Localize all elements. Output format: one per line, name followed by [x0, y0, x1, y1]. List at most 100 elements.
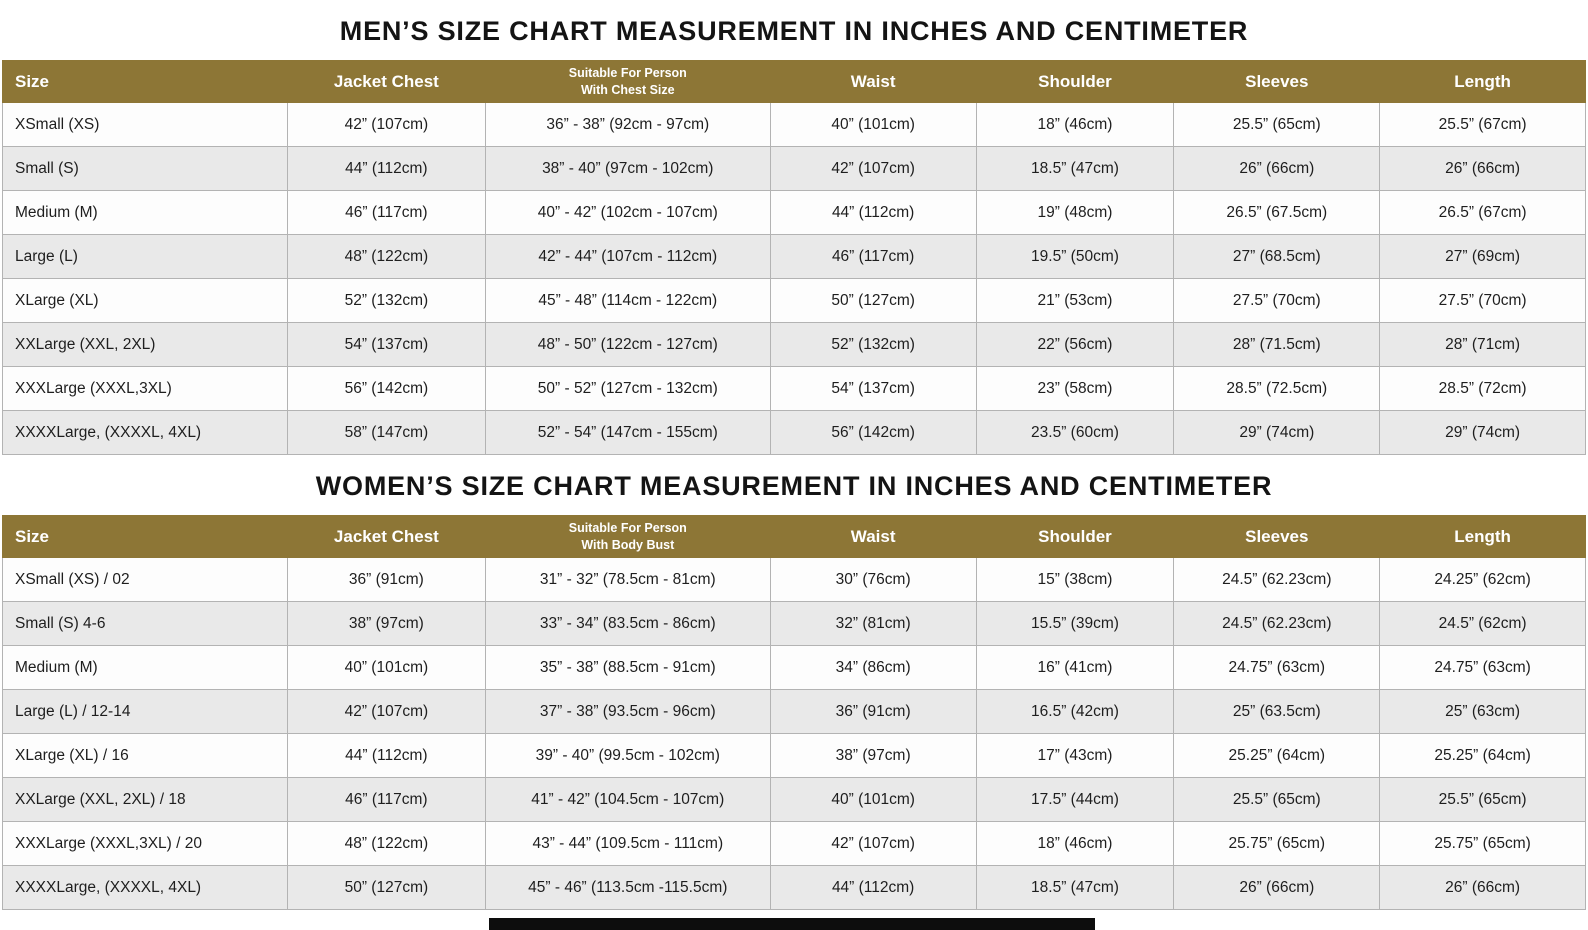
table-row: XXXLarge (XXXL,3XL) / 20 48” (122cm) 43” -… [2, 821, 1586, 866]
measurement-cell: 16” (41cm) [975, 645, 1175, 690]
measurement-cell: 25.5” (65cm) [1379, 777, 1586, 822]
measurement-cell: 28.5” (72.5cm) [1173, 366, 1381, 411]
table-row: XXLarge (XXL, 2XL) / 18 46” (117cm) 41” - … [2, 777, 1586, 822]
header-row: Size Jacket Chest Suitable For Person With… [2, 60, 1586, 103]
mens-table-header: Size Jacket Chest Suitable For Person With… [2, 60, 1586, 103]
measurement-cell: 25” (63.5cm) [1173, 689, 1381, 734]
measurement-cell: 23” (58cm) [975, 366, 1175, 411]
measurement-cell: 24.75” (63cm) [1173, 645, 1381, 690]
measurement-cell: 45” - 48” (114cm - 122cm) [484, 278, 771, 323]
column-header: Waist [769, 515, 977, 558]
measurement-cell: 44” (112cm) [769, 865, 977, 910]
womens-table-header: Size Jacket Chest Suitable For Person With… [2, 515, 1586, 558]
size-cell: Large (L) [2, 234, 288, 279]
measurement-cell: 40” - 42” (102cm - 107cm) [484, 190, 771, 235]
size-cell: XXXXLarge, (XXXXL, 4XL) [2, 410, 288, 455]
column-header: Sleeves [1173, 60, 1381, 103]
measurement-cell: 52” - 54” (147cm - 155cm) [484, 410, 771, 455]
measurement-cell: 46” (117cm) [286, 777, 486, 822]
measurement-cell: 24.25” (62cm) [1379, 557, 1586, 602]
measurement-cell: 50” (127cm) [286, 865, 486, 910]
column-header: Sleeves [1173, 515, 1381, 558]
size-cell: XLarge (XL) [2, 278, 288, 323]
measurement-cell: 42” (107cm) [769, 146, 977, 191]
mens-table-body: XSmall (XS) 42” (107cm) 36” - 38” (92cm - … [2, 102, 1586, 455]
measurement-cell: 44” (112cm) [769, 190, 977, 235]
column-header: Shoulder [975, 515, 1175, 558]
column-header: Shoulder [975, 60, 1175, 103]
measurement-cell: 26.5” (67.5cm) [1173, 190, 1381, 235]
table-row: Small (S) 4-6 38” (97cm) 33” - 34” (83.5cm… [2, 601, 1586, 646]
measurement-cell: 54” (137cm) [769, 366, 977, 411]
measurement-cell: 22” (56cm) [975, 322, 1175, 367]
table-row: XXXXLarge, (XXXXL, 4XL) 50” (127cm) 45” - … [2, 865, 1586, 910]
measurement-cell: 38” - 40” (97cm - 102cm) [484, 146, 771, 191]
measurement-cell: 36” - 38” (92cm - 97cm) [484, 102, 771, 147]
measurement-cell: 19” (48cm) [975, 190, 1175, 235]
measurement-cell: 54” (137cm) [286, 322, 486, 367]
table-row: Small (S) 44” (112cm) 38” - 40” (97cm - 10… [2, 146, 1586, 191]
womens-size-chart-section: WOMEN’S SIZE CHART MEASUREMENT IN INCHES… [0, 455, 1588, 910]
column-header: Jacket Chest [286, 515, 486, 558]
measurement-cell: 34” (86cm) [769, 645, 977, 690]
size-cell: Small (S) 4-6 [2, 601, 288, 646]
column-header: Suitable For Person With Body Bust [484, 515, 771, 558]
measurement-cell: 28” (71cm) [1379, 322, 1586, 367]
measurement-cell: 19.5” (50cm) [975, 234, 1175, 279]
column-header: Waist [769, 60, 977, 103]
measurement-cell: 52” (132cm) [286, 278, 486, 323]
measurement-cell: 43” - 44” (109.5cm - 111cm) [484, 821, 771, 866]
measurement-cell: 17” (43cm) [975, 733, 1175, 778]
mens-size-table: Size Jacket Chest Suitable For Person With… [2, 60, 1586, 455]
size-cell: XXLarge (XXL, 2XL) [2, 322, 288, 367]
measurement-cell: 30” (76cm) [769, 557, 977, 602]
measurement-cell: 25.25” (64cm) [1379, 733, 1586, 778]
measurement-cell: 32” (81cm) [769, 601, 977, 646]
womens-chart-title: WOMEN’S SIZE CHART MEASUREMENT IN INCHES… [315, 471, 1273, 501]
column-header: Size [2, 515, 288, 558]
table-row: XSmall (XS) 42” (107cm) 36” - 38” (92cm - … [2, 102, 1586, 147]
measurement-cell: 18” (46cm) [975, 102, 1175, 147]
size-cell: Medium (M) [2, 190, 288, 235]
size-cell: XXXLarge (XXXL,3XL) / 20 [2, 821, 288, 866]
measurement-cell: 26” (66cm) [1379, 865, 1586, 910]
measurement-cell: 24.75” (63cm) [1379, 645, 1586, 690]
table-row: XLarge (XL) / 16 44” (112cm) 39” - 40” (99… [2, 733, 1586, 778]
measurement-cell: 24.5” (62cm) [1379, 601, 1586, 646]
measurement-cell: 25.5” (65cm) [1173, 102, 1381, 147]
measurement-cell: 42” (107cm) [286, 689, 486, 734]
table-row: Large (L) 48” (122cm) 42” - 44” (107cm - 1… [2, 234, 1586, 279]
mens-size-chart-section: MEN’S SIZE CHART MEASUREMENT IN INCHES A… [0, 0, 1588, 455]
measurement-cell: 40” (101cm) [286, 645, 486, 690]
measurement-cell: 48” (122cm) [286, 821, 486, 866]
measurement-cell: 29” (74cm) [1173, 410, 1381, 455]
mens-chart-title: MEN’S SIZE CHART MEASUREMENT IN INCHES A… [339, 16, 1249, 46]
measurement-cell: 50” - 52” (127cm - 132cm) [484, 366, 771, 411]
size-cell: Large (L) / 12-14 [2, 689, 288, 734]
measurement-cell: 40” (101cm) [769, 777, 977, 822]
size-cell: Medium (M) [2, 645, 288, 690]
bottom-bar [489, 918, 1095, 930]
measurement-cell: 18.5” (47cm) [975, 146, 1175, 191]
table-row: Large (L) / 12-14 42” (107cm) 37” - 38” (9… [2, 689, 1586, 734]
measurement-cell: 39” - 40” (99.5cm - 102cm) [484, 733, 771, 778]
measurement-cell: 25.75” (65cm) [1173, 821, 1381, 866]
measurement-cell: 48” (122cm) [286, 234, 486, 279]
measurement-cell: 42” (107cm) [286, 102, 486, 147]
measurement-cell: 38” (97cm) [286, 601, 486, 646]
measurement-cell: 28.5” (72cm) [1379, 366, 1586, 411]
size-cell: XXXLarge (XXXL,3XL) [2, 366, 288, 411]
table-row: XXXXLarge, (XXXXL, 4XL) 58” (147cm) 52” - … [2, 410, 1586, 455]
size-cell: XLarge (XL) / 16 [2, 733, 288, 778]
measurement-cell: 41” - 42” (104.5cm - 107cm) [484, 777, 771, 822]
measurement-cell: 16.5” (42cm) [975, 689, 1175, 734]
measurement-cell: 48” - 50” (122cm - 127cm) [484, 322, 771, 367]
column-header: Jacket Chest [286, 60, 486, 103]
measurement-cell: 27” (68.5cm) [1173, 234, 1381, 279]
column-header: Size [2, 60, 288, 103]
measurement-cell: 56” (142cm) [769, 410, 977, 455]
measurement-cell: 46” (117cm) [286, 190, 486, 235]
table-row: XSmall (XS) / 02 36” (91cm) 31” - 32” (78.… [2, 557, 1586, 602]
measurement-cell: 44” (112cm) [286, 146, 486, 191]
measurement-cell: 26” (66cm) [1379, 146, 1586, 191]
